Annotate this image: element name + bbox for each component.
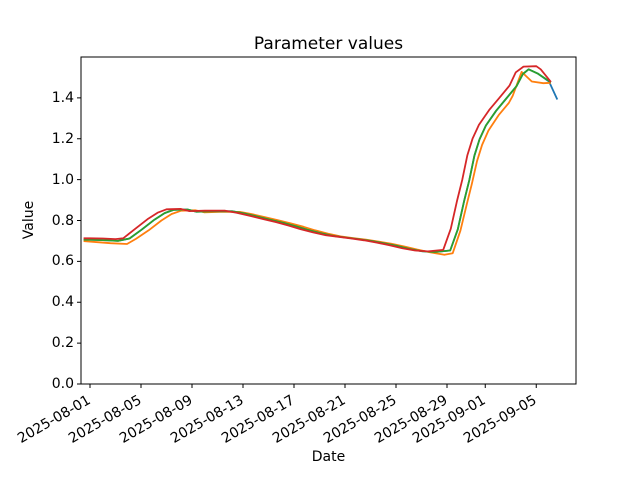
- series-lines: [83, 65, 559, 256]
- chart-title: Parameter values: [253, 34, 404, 54]
- tick-marks: [77, 97, 537, 388]
- plot-area: [80, 56, 577, 385]
- series-line-red: [83, 65, 552, 253]
- y-tick-label: 1.0: [51, 171, 74, 188]
- x-axis-label: Date: [311, 449, 346, 465]
- y-tick-label: 0.4: [51, 294, 74, 311]
- y-tick-label: 1.4: [51, 89, 74, 106]
- y-tick-label: 0.2: [51, 335, 74, 352]
- y-tick-label: 1.2: [51, 130, 74, 147]
- y-tick-label: 0.8: [51, 212, 74, 229]
- y-tick-label: 0.0: [51, 376, 74, 392]
- y-tick-label: 0.6: [51, 253, 74, 270]
